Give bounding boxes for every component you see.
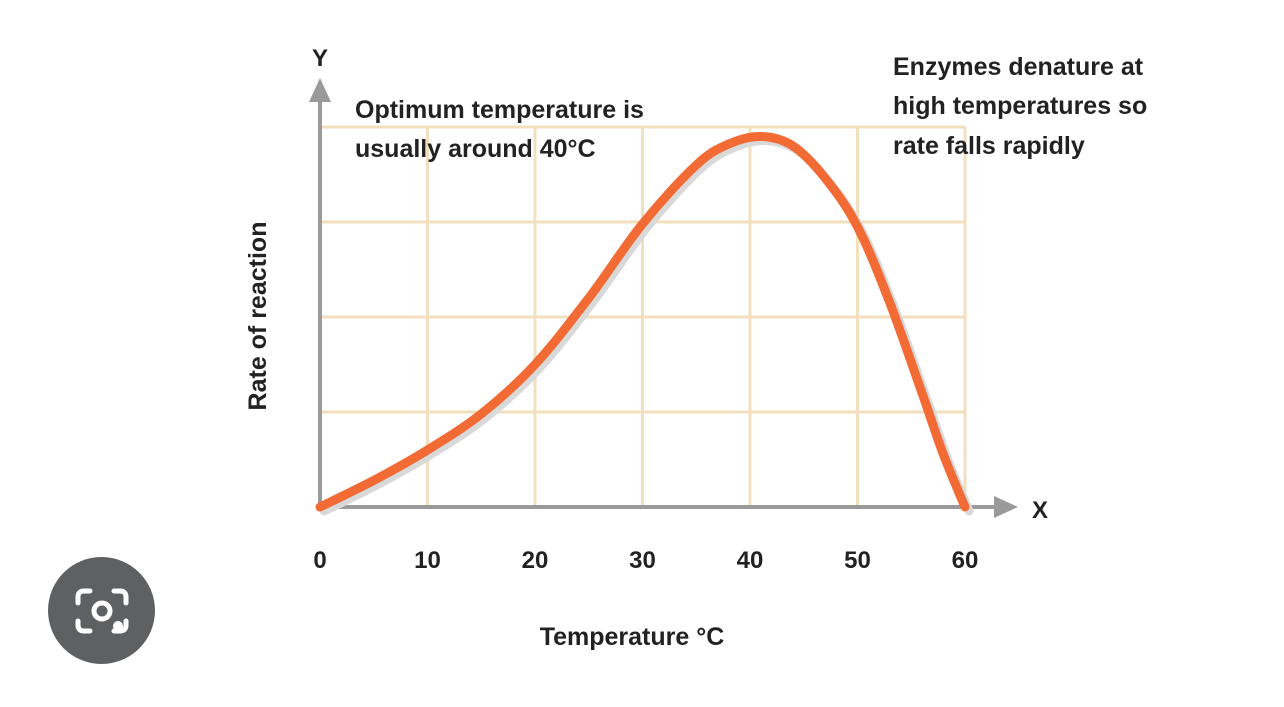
y-axis-letter: Y [312, 45, 328, 72]
y-axis-arrow [309, 78, 331, 102]
annotation-optimum-line-1: Optimum temperature is [355, 96, 644, 124]
y-axis-label: Rate of reaction [244, 222, 272, 411]
annotation-optimum: Optimum temperature is usually around 40… [355, 96, 651, 163]
series-layer [315, 131, 974, 516]
x-tick-labels: 0 10 20 30 40 50 60 [313, 547, 978, 574]
x-tick-label-0: 0 [313, 547, 326, 574]
annotation-denature-line-3: rate falls rapidly [893, 132, 1085, 160]
camera-lens-icon [75, 588, 128, 633]
x-tick-label-6: 60 [952, 547, 979, 574]
annotation-denature: Enzymes denature at high temperatures so… [893, 53, 1154, 160]
x-tick-label-1: 10 [414, 547, 441, 574]
x-axis-label: Temperature °C [540, 623, 725, 651]
annotation-denature-line-1: Enzymes denature at [893, 53, 1144, 81]
grid [320, 125, 967, 507]
annotation-optimum-line-2: usually around 40°C [355, 135, 596, 163]
x-tick-label-5: 50 [844, 547, 871, 574]
camera-lens-button[interactable] [48, 557, 155, 664]
annotation-denature-line-2: high temperatures so [893, 92, 1147, 120]
x-axis-arrow [994, 496, 1018, 518]
x-tick-label-2: 20 [522, 547, 549, 574]
series-0-line [315, 131, 970, 512]
x-tick-label-3: 30 [629, 547, 656, 574]
axes: Y X [309, 45, 1048, 524]
x-tick-label-4: 40 [737, 547, 764, 574]
x-axis-letter: X [1032, 497, 1048, 524]
